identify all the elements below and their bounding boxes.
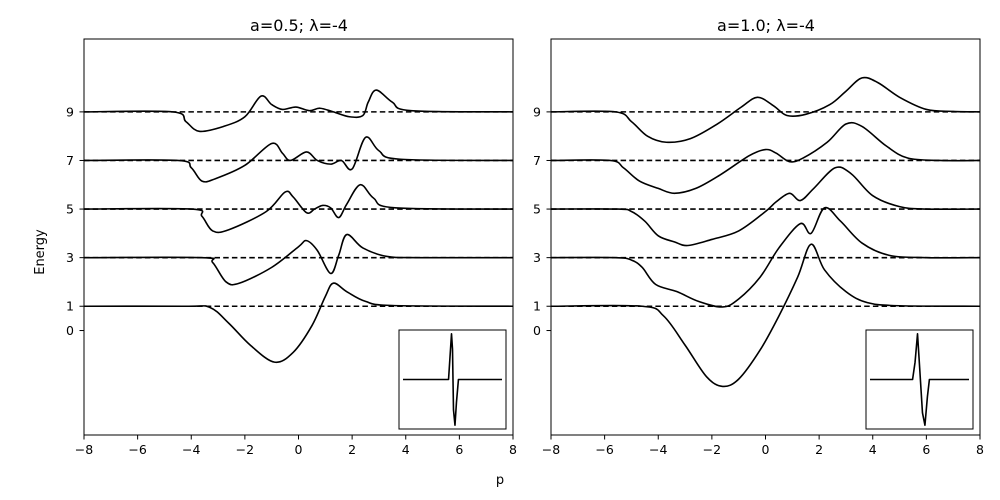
right-y-tick-label: 0 (533, 323, 541, 338)
x-axis-label: p (496, 473, 504, 488)
right-y-tick-label: 7 (533, 153, 541, 168)
right-x-tick-label: 2 (815, 442, 823, 457)
left-y-tick-label: 3 (66, 250, 74, 265)
left-y-tick-label: 0 (66, 323, 74, 338)
left-x-tick-label: −8 (75, 442, 93, 457)
right-curve-level-7 (550, 121, 981, 195)
left-x-tick-label: 4 (402, 442, 410, 457)
left-y-tick-label: 9 (66, 104, 74, 119)
left-curve-level-7 (83, 136, 514, 183)
left-y-tick-label: 7 (66, 153, 74, 168)
right-x-tick-label: 0 (762, 442, 770, 457)
right-x-tick-label: −2 (703, 442, 721, 457)
left-curve-level-3 (83, 233, 514, 286)
right-panel: a=1.0; λ=-4 −8 −6 −4 −2 0 2 4 6 8 0 1 3 5 7 9 (533, 16, 984, 457)
left-x-tick-label: 2 (348, 442, 356, 457)
right-y-tick-label: 1 (533, 299, 541, 314)
right-y-tick-label: 5 (533, 202, 541, 217)
left-curve-level-9 (83, 89, 514, 133)
right-y-tick-label: 3 (533, 250, 541, 265)
left-panel-title: a=0.5; λ=-4 (250, 16, 348, 35)
right-curve-level-3 (550, 206, 981, 308)
right-curve-level-1 (550, 243, 981, 388)
left-inset-waveform (403, 333, 502, 426)
left-x-axis-ticks: −8 −6 −4 −2 0 2 4 6 8 (75, 435, 517, 457)
left-x-tick-label: −2 (236, 442, 254, 457)
right-x-tick-label: −4 (649, 442, 667, 457)
left-x-tick-label: 8 (509, 442, 517, 457)
right-y-axis-ticks: 0 1 3 5 7 9 (533, 104, 551, 338)
right-x-tick-label: −6 (595, 442, 613, 457)
left-curve-level-1 (83, 282, 514, 364)
left-inset (398, 329, 507, 430)
right-panel-title: a=1.0; λ=-4 (717, 16, 815, 35)
left-x-tick-label: 6 (455, 442, 463, 457)
y-axis-label: Energy (33, 229, 48, 275)
right-curve-level-9 (550, 76, 981, 144)
left-x-tick-label: −4 (182, 442, 200, 457)
right-y-tick-label: 9 (533, 104, 541, 119)
left-x-tick-label: −6 (128, 442, 146, 457)
left-panel: a=0.5; λ=-4 −8 −6 −4 −2 0 2 4 6 8 0 1 3 5 7 9 (66, 16, 517, 457)
right-x-tick-label: 8 (976, 442, 984, 457)
left-curve-level-5 (83, 183, 514, 234)
right-inset-waveform (870, 333, 969, 426)
left-y-tick-label: 5 (66, 202, 74, 217)
right-curves (550, 76, 981, 388)
right-x-tick-label: 6 (922, 442, 930, 457)
right-x-tick-label: −8 (542, 442, 560, 457)
left-y-tick-label: 1 (66, 299, 74, 314)
right-x-axis-ticks: −8 −6 −4 −2 0 2 4 6 8 (542, 435, 984, 457)
left-x-tick-label: 0 (295, 442, 303, 457)
right-curve-level-5 (550, 166, 981, 247)
left-y-axis-ticks: 0 1 3 5 7 9 (66, 104, 84, 338)
right-inset (865, 329, 974, 430)
left-curves (83, 89, 514, 364)
right-x-tick-label: 4 (869, 442, 877, 457)
